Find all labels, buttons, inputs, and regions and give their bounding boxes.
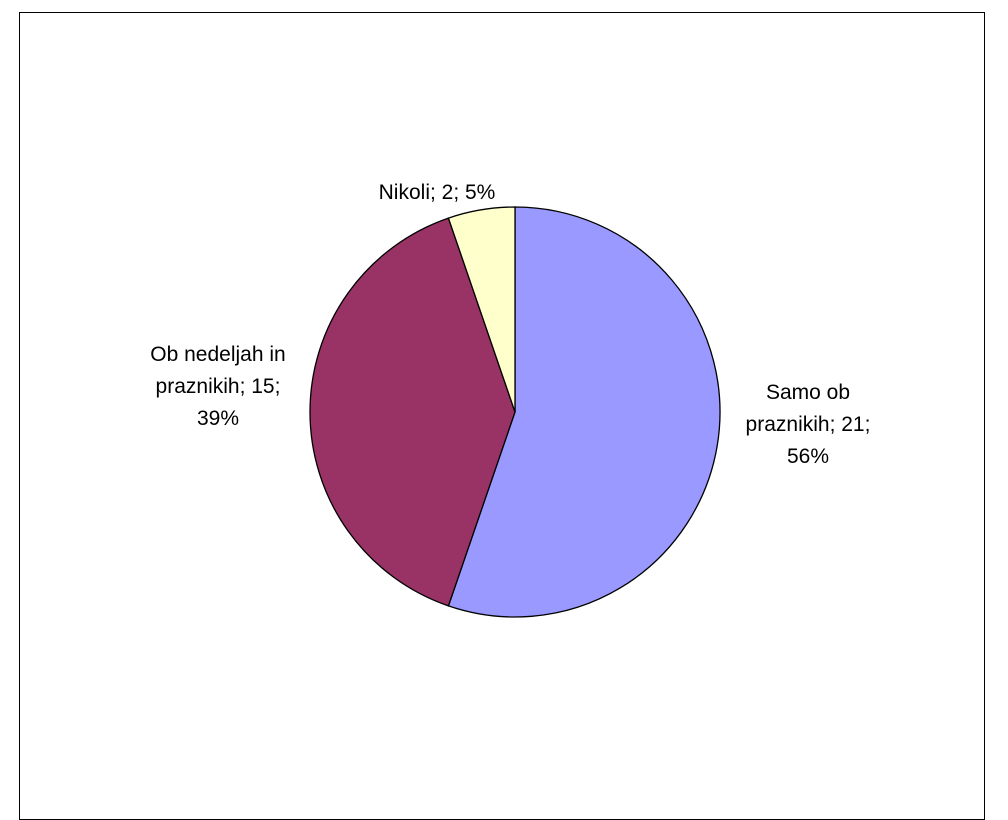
slice-label-line: praznikih; 15; — [156, 375, 281, 398]
slice-label-line: Samo ob — [766, 381, 850, 404]
slice-label-line: Nikoli; 2; 5% — [379, 181, 496, 204]
slice-label-line: 56% — [787, 445, 829, 468]
pie-slice-2 — [309, 217, 516, 607]
pie-slice-3 — [447, 206, 516, 413]
slice-label-line: Ob nedeljah in — [150, 343, 285, 366]
slice-label-2: Ob nedeljah in praznikih; 15; 39% — [150, 343, 285, 430]
slice-label-1: Samo ob praznikih; 21; 56% — [746, 381, 871, 468]
pie-slice-1 — [447, 206, 721, 618]
slice-label-line: praznikih; 21; — [746, 413, 871, 436]
slice-label-line: 39% — [197, 407, 239, 430]
slice-label-3: Nikoli; 2; 5% — [379, 181, 496, 204]
